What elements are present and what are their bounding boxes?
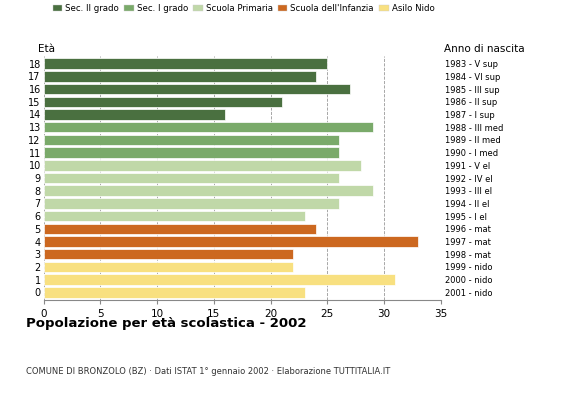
Bar — [44, 122, 373, 132]
Bar — [44, 58, 327, 69]
Text: Anno di nascita: Anno di nascita — [444, 44, 524, 54]
Legend: Sec. II grado, Sec. I grado, Scuola Primaria, Scuola dell'Infanzia, Asilo Nido: Sec. II grado, Sec. I grado, Scuola Prim… — [53, 4, 434, 13]
Text: COMUNE DI BRONZOLO (BZ) · Dati ISTAT 1° gennaio 2002 · Elaborazione TUTTITALIA.I: COMUNE DI BRONZOLO (BZ) · Dati ISTAT 1° … — [26, 367, 390, 376]
Bar — [44, 96, 282, 107]
Bar — [44, 198, 339, 209]
Bar — [44, 236, 418, 247]
Bar — [44, 84, 350, 94]
Bar — [44, 186, 373, 196]
Bar — [44, 249, 293, 260]
Bar — [44, 262, 293, 272]
Text: Età: Età — [38, 44, 55, 54]
Bar — [44, 224, 316, 234]
Text: Popolazione per età scolastica - 2002: Popolazione per età scolastica - 2002 — [26, 317, 307, 330]
Bar — [44, 147, 339, 158]
Bar — [44, 109, 225, 120]
Bar — [44, 274, 396, 285]
Bar — [44, 160, 361, 170]
Bar — [44, 135, 339, 145]
Bar — [44, 211, 304, 221]
Bar — [44, 71, 316, 82]
Bar — [44, 173, 339, 183]
Bar — [44, 287, 304, 298]
